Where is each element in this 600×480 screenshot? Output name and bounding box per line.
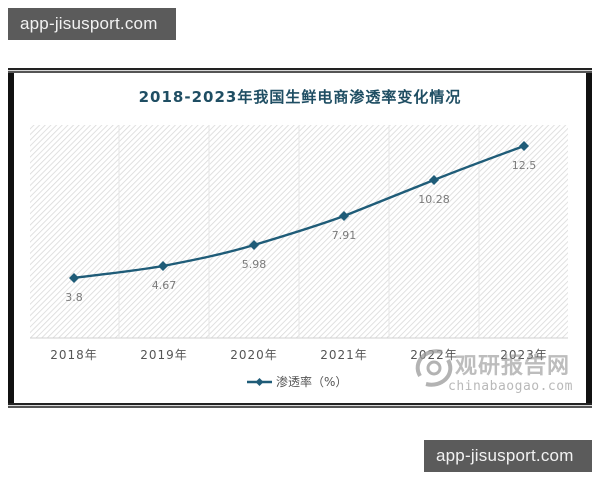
watermark-source-cn: 观研报告网 (455, 354, 570, 379)
x-tick-label: 2019年 (140, 348, 188, 362)
data-point-marker[interactable] (429, 175, 439, 185)
x-tick-label: 2020年 (230, 348, 278, 362)
watermark-badge-bottom: app-jisusport.com (424, 440, 592, 472)
x-tick-label: 2021年 (320, 348, 368, 362)
x-axis-labels: 2018年 2019年 2020年 2021年 2022年 2023年 (50, 348, 548, 362)
data-label: 7.91 (332, 229, 357, 242)
x-tick-label: 2018年 (50, 348, 98, 362)
gridlines (118, 125, 480, 338)
data-point-marker[interactable] (339, 211, 349, 221)
data-label: 4.67 (152, 279, 177, 292)
legend-diamond-icon (255, 378, 264, 386)
frame-bottom-rule (8, 403, 592, 408)
data-point-marker[interactable] (249, 240, 259, 250)
data-point-marker[interactable] (519, 141, 529, 151)
source-watermark: 观研报告网 chinabaogao.com (415, 349, 573, 394)
x-tick-label: 2023年 (500, 348, 548, 362)
watermark-badge-top: app-jisusport.com (8, 8, 176, 40)
legend[interactable]: 渗透率（%） (247, 374, 347, 389)
data-label: 10.28 (418, 193, 450, 206)
data-label: 5.98 (242, 258, 267, 271)
data-point-marker[interactable] (69, 273, 79, 283)
frame-top-rule (8, 68, 592, 73)
series-line-penetration-rate (72, 144, 526, 280)
chart-title: 2018-2023年我国生鲜电商渗透率变化情况 (138, 88, 462, 106)
frame-right-border (586, 68, 592, 408)
data-label: 3.8 (65, 291, 83, 304)
watermark-source-en: chinabaogao.com (448, 379, 573, 394)
data-labels: 3.8 4.67 5.98 7.91 10.28 12.5 (65, 159, 536, 304)
swirl-logo-icon (415, 349, 453, 387)
data-label: 12.5 (512, 159, 537, 172)
series-markers (69, 141, 529, 283)
legend-label: 渗透率（%） (276, 374, 347, 389)
frame-left-border (8, 68, 14, 408)
data-point-marker[interactable] (158, 261, 168, 271)
